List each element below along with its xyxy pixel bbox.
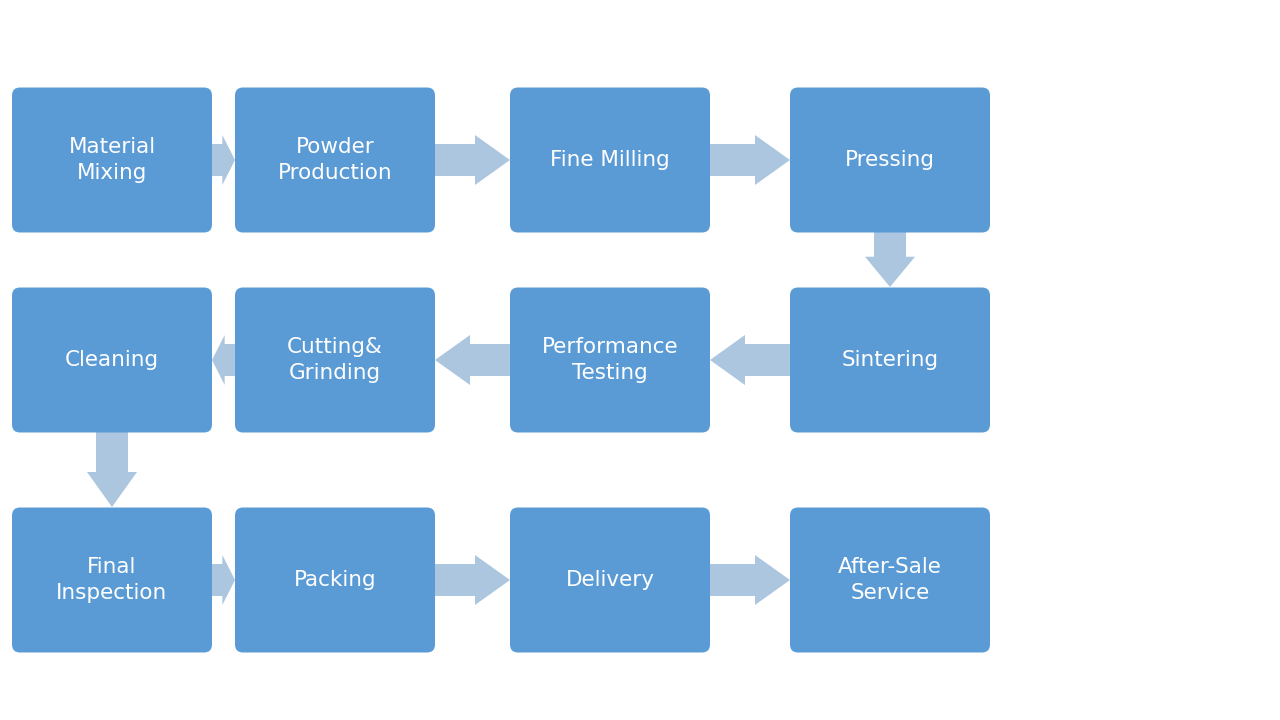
Polygon shape xyxy=(865,232,915,287)
Text: Delivery: Delivery xyxy=(566,570,654,590)
Text: Material
Mixing: Material Mixing xyxy=(68,137,156,183)
Text: Packing: Packing xyxy=(293,570,376,590)
Polygon shape xyxy=(710,555,790,605)
Polygon shape xyxy=(87,432,137,507)
FancyBboxPatch shape xyxy=(509,88,710,233)
FancyBboxPatch shape xyxy=(12,508,212,652)
Text: Powder
Production: Powder Production xyxy=(278,137,392,183)
FancyBboxPatch shape xyxy=(790,508,989,652)
FancyBboxPatch shape xyxy=(236,508,435,652)
FancyBboxPatch shape xyxy=(790,88,989,233)
FancyBboxPatch shape xyxy=(509,287,710,433)
FancyBboxPatch shape xyxy=(12,88,212,233)
Polygon shape xyxy=(212,135,236,185)
FancyBboxPatch shape xyxy=(509,508,710,652)
Text: Sintering: Sintering xyxy=(841,350,938,370)
Text: Cutting&
Grinding: Cutting& Grinding xyxy=(287,337,383,383)
Text: Performance
Testing: Performance Testing xyxy=(541,337,678,383)
Polygon shape xyxy=(710,135,790,185)
Polygon shape xyxy=(435,135,509,185)
Polygon shape xyxy=(710,335,790,385)
Polygon shape xyxy=(435,335,509,385)
Text: After-Sale
Service: After-Sale Service xyxy=(838,557,942,603)
Polygon shape xyxy=(212,555,236,605)
Text: Cleaning: Cleaning xyxy=(65,350,159,370)
FancyBboxPatch shape xyxy=(236,88,435,233)
FancyBboxPatch shape xyxy=(12,287,212,433)
FancyBboxPatch shape xyxy=(790,287,989,433)
Polygon shape xyxy=(212,335,236,385)
Text: Pressing: Pressing xyxy=(845,150,934,170)
Text: Final
Inspection: Final Inspection xyxy=(56,557,168,603)
FancyBboxPatch shape xyxy=(236,287,435,433)
Polygon shape xyxy=(435,555,509,605)
Text: Fine Milling: Fine Milling xyxy=(550,150,669,170)
